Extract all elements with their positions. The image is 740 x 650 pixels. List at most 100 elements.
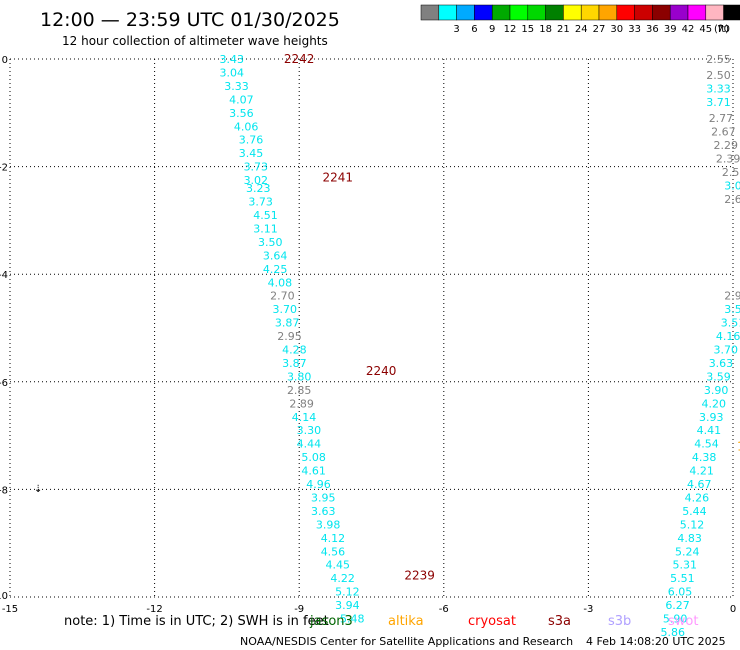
- wave-height-label: 2.85: [287, 384, 312, 397]
- legend-swatch: [456, 4, 475, 21]
- wave-height-label: 3.33: [706, 83, 731, 96]
- legend-swatch: [438, 4, 457, 21]
- wave-height-label: 4.45: [326, 559, 351, 572]
- wave-height-label: 3.59: [706, 370, 731, 383]
- pass-number-label: 2241: [322, 170, 353, 184]
- wave-height-label: 5.51: [670, 572, 695, 585]
- legend-tick-label: 18: [539, 24, 552, 35]
- wave-height-label: 3.33: [224, 80, 249, 93]
- legend-swatch: [723, 4, 740, 21]
- wave-height-label: 3.94: [335, 599, 360, 612]
- legend-tick-label: 45: [699, 24, 712, 35]
- x-tick-label: 0: [730, 604, 736, 615]
- wave-height-label: 2.55: [706, 53, 731, 66]
- color-scale-legend: 3 6 9 12 15 18 21 24 27 30 33 36 39 42 45 70: [420, 4, 740, 35]
- legend-tick-label: 21: [557, 24, 570, 35]
- wave-height-label: 2.5: [722, 166, 740, 179]
- wave-height-label: 3.70: [272, 303, 297, 316]
- x-tick-label: -9: [294, 604, 304, 615]
- legend-tick-label: 9: [489, 24, 495, 35]
- wave-height-label: 2.29: [714, 139, 739, 152]
- wave-height-label: 3.71: [706, 96, 731, 109]
- wave-height-label: 3.30: [297, 424, 322, 437]
- pass-number-label: 17: [737, 439, 740, 453]
- legend-tick-label: 36: [646, 24, 659, 35]
- wave-height-label: 5.48: [340, 613, 365, 626]
- wave-height-label: 6.05: [668, 586, 693, 599]
- y-tick-label: -8: [0, 485, 8, 496]
- wave-height-label: 3.98: [316, 518, 341, 531]
- y-tick-label: -6: [0, 378, 8, 389]
- wave-height-label: 3.73: [248, 196, 273, 209]
- wave-height-label: 3.51: [721, 317, 740, 330]
- legend-swatch: [509, 4, 529, 21]
- wave-height-label: 4.14: [292, 411, 317, 424]
- wave-height-label: 3.76: [239, 134, 264, 147]
- chart-subtitle: 12 hour collection of altimeter wave hei…: [62, 34, 328, 48]
- wave-height-label: 3.04: [219, 66, 244, 79]
- wave-height-label: 2.6: [724, 193, 740, 206]
- wave-height-label: 4.38: [692, 451, 717, 464]
- legend-tick-label: 3: [453, 24, 459, 35]
- wave-height-label: 3.45: [239, 147, 264, 160]
- legend-tick-label: 12: [504, 24, 517, 35]
- y-tick-label: -2: [0, 163, 8, 174]
- wave-height-label: 3.87: [282, 357, 307, 370]
- wave-height-label: 3.63: [311, 505, 336, 518]
- legend-tick-label: 24: [575, 24, 588, 35]
- legend-swatch: [563, 4, 582, 21]
- legend-tick-label: 30: [610, 24, 623, 35]
- wave-height-label: 3.43: [219, 53, 244, 66]
- wave-height-label: 3.95: [311, 491, 336, 504]
- legend-swatch: [527, 4, 546, 21]
- legend-tick-label: 39: [664, 24, 677, 35]
- satellite-legend-item: swot: [668, 614, 698, 629]
- wave-height-label: 3.70: [714, 344, 739, 357]
- wave-height-label: 4.16: [716, 330, 740, 343]
- wave-height-label: 3.11: [253, 222, 278, 235]
- legend-tick-label: 27: [593, 24, 606, 35]
- wave-height-label: 4.54: [694, 438, 719, 451]
- wave-height-label: 4.67: [687, 478, 712, 491]
- legend-swatch: [616, 4, 635, 21]
- legend-swatch: [687, 4, 707, 21]
- wave-height-label: 5.12: [335, 586, 360, 599]
- wave-height-points: 3.433.043.334.073.564.063.763.453.733.02…: [219, 53, 740, 639]
- wave-height-label: 3.73: [244, 161, 269, 174]
- wave-height-label: 6.27: [665, 599, 690, 612]
- x-tick-label: -12: [146, 604, 162, 615]
- wave-height-label: 5.24: [675, 545, 700, 558]
- legend-tick-label: 15: [521, 24, 534, 35]
- wave-height-label: 4.06: [234, 120, 259, 133]
- wave-height-label: 5.08: [301, 451, 326, 464]
- legend-unit-label: (ft): [714, 24, 729, 35]
- wave-height-label: 3.5: [724, 303, 740, 316]
- wave-height-label: 2.39: [716, 153, 740, 166]
- wave-height-label: 4.44: [297, 438, 322, 451]
- legend-swatch: [634, 4, 653, 21]
- legend-tick-label: 33: [628, 24, 641, 35]
- legend-swatch: [474, 4, 493, 21]
- plot-grid: [9, 58, 734, 598]
- wave-height-label: 4.20: [701, 397, 726, 410]
- wave-height-label: 3.90: [704, 384, 729, 397]
- legend-tick-label: 42: [682, 24, 695, 35]
- wave-height-label: 5.12: [680, 518, 705, 531]
- x-tick-label: -6: [439, 604, 449, 615]
- wave-height-label: 4.08: [268, 276, 293, 289]
- x-tick-label: -15: [2, 604, 18, 615]
- x-tick-label: -3: [583, 604, 593, 615]
- wave-height-label: 5.44: [682, 505, 707, 518]
- wave-height-label: 4.51: [253, 209, 278, 222]
- wave-height-label: 3.64: [263, 249, 288, 262]
- wave-height-label: 2.89: [289, 397, 314, 410]
- y-tick-label: -10: [0, 591, 8, 602]
- wave-height-label: 4.12: [321, 532, 346, 545]
- wave-height-label: 3.63: [709, 357, 734, 370]
- wave-height-label: 4.26: [685, 491, 710, 504]
- wave-height-label: 3.50: [258, 236, 283, 249]
- wave-height-label: 2.9: [724, 290, 740, 303]
- wave-height-label: 4.61: [301, 465, 326, 478]
- wave-height-label: 4.21: [689, 465, 714, 478]
